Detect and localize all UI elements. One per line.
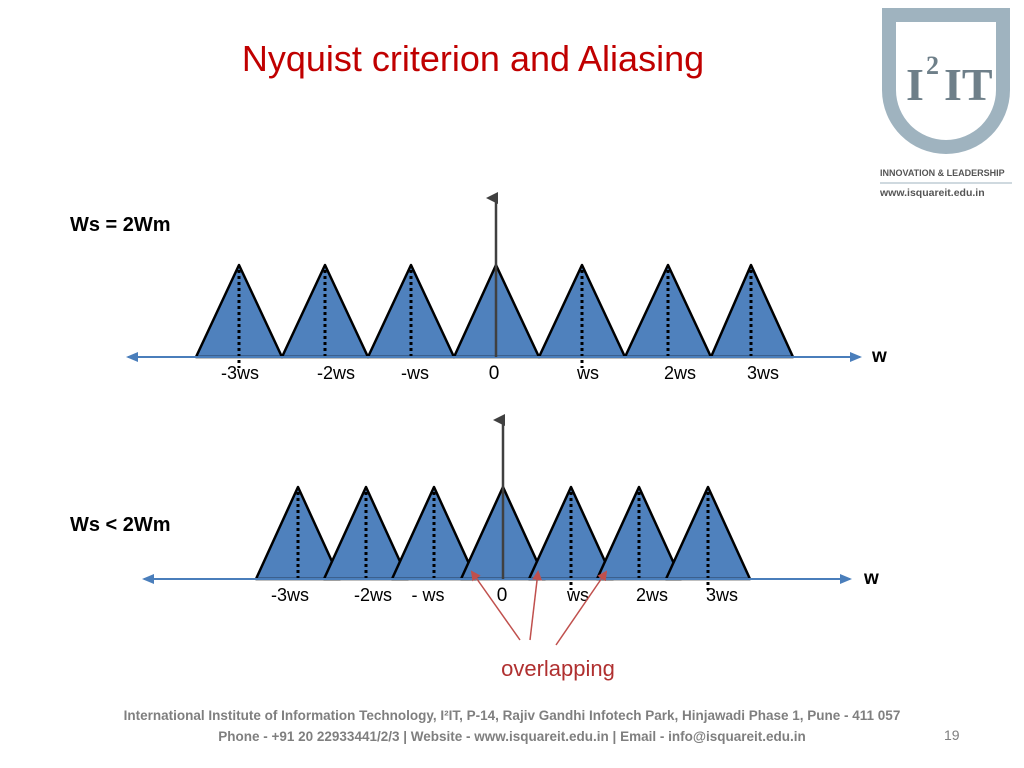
logo-letter-i: I: [906, 59, 924, 110]
tick-label: -2ws: [354, 585, 392, 605]
tick-label: 3ws: [747, 363, 779, 383]
tick-label: 0: [497, 585, 508, 606]
overlap-pointer-arrow: [470, 570, 521, 641]
condition-label-top: Ws = 2Wm: [70, 214, 171, 236]
slide-title: Nyquist criterion and Aliasing: [241, 38, 705, 79]
logo-letters-it: IT: [944, 59, 993, 110]
spectrum-top: w -3ws -2ws -ws 0 ws 2ws 3ws: [126, 192, 887, 384]
page-number: 19: [944, 727, 960, 743]
tick-label: -3ws: [271, 585, 309, 605]
tick-label: 2ws: [664, 363, 696, 383]
overlapping-annotation: overlapping: [501, 656, 615, 681]
tick-label: ws: [576, 363, 599, 383]
tick-label: -2ws: [317, 363, 355, 383]
tick-label: -ws: [401, 363, 429, 383]
tick-label: 0: [489, 363, 500, 384]
footer-address: International Institute of Information T…: [123, 708, 901, 723]
overlap-pointer-arrow: [529, 570, 543, 641]
tick-label: -3ws: [221, 363, 259, 383]
tick-label: ws: [566, 585, 589, 605]
logo-website: www.isquareit.edu.in: [879, 187, 985, 199]
condition-label-bottom: Ws < 2Wm: [70, 514, 171, 536]
institute-logo: I 2 IT INNOVATION & LEADERSHIP www.isqua…: [879, 8, 1012, 199]
logo-shield-shape: [882, 8, 1010, 154]
tick-label: - ws: [412, 585, 445, 605]
footer-contact: Phone - +91 20 22933441/2/3 | Website - …: [218, 729, 806, 744]
axis-label-w-top: w: [871, 346, 887, 367]
spectrum-bottom: w -3ws -2ws - ws 0 ws 2ws 3ws: [142, 414, 879, 646]
logo-superscript: 2: [926, 51, 939, 80]
logo-tagline: INNOVATION & LEADERSHIP: [880, 168, 1005, 178]
overlap-pointer-arrow: [555, 570, 608, 646]
tick-label: 3ws: [706, 585, 738, 605]
tick-label: 2ws: [636, 585, 668, 605]
axis-label-w-bottom: w: [863, 568, 879, 589]
